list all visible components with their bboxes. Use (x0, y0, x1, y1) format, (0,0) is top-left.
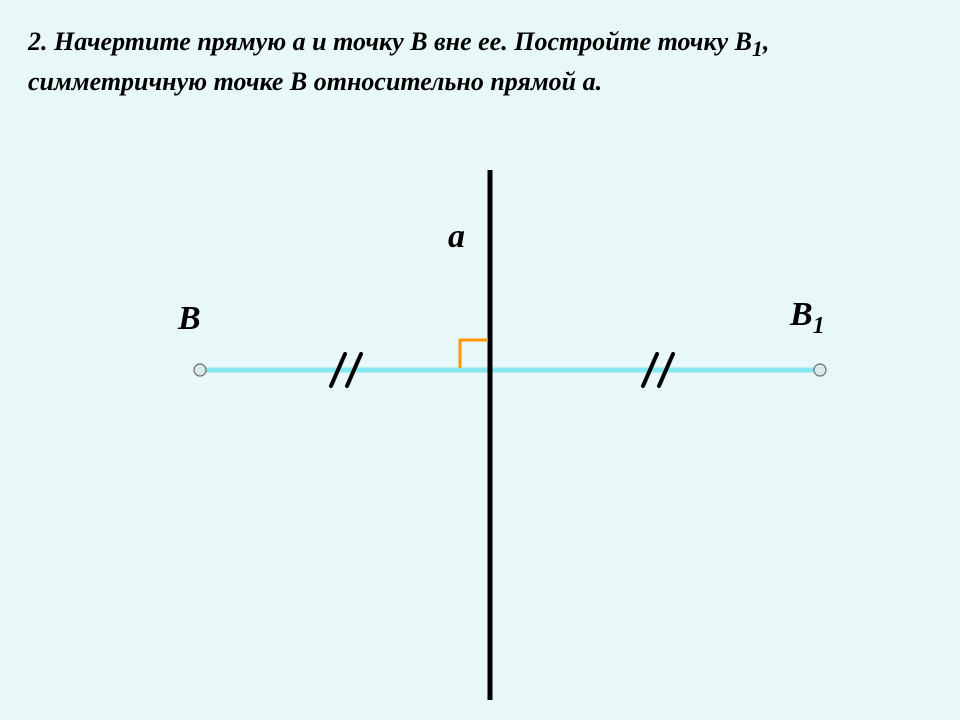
label-point-b: В (178, 300, 201, 338)
geometry-svg (0, 0, 960, 720)
label-line-a: а (448, 218, 465, 256)
point-b (194, 364, 206, 376)
label-point-b1: В1 (790, 296, 825, 340)
diagram-stage: 2. Начертите прямую а и точку В вне ее. … (0, 0, 960, 720)
point-b1 (814, 364, 826, 376)
right-angle-marker (460, 340, 488, 368)
